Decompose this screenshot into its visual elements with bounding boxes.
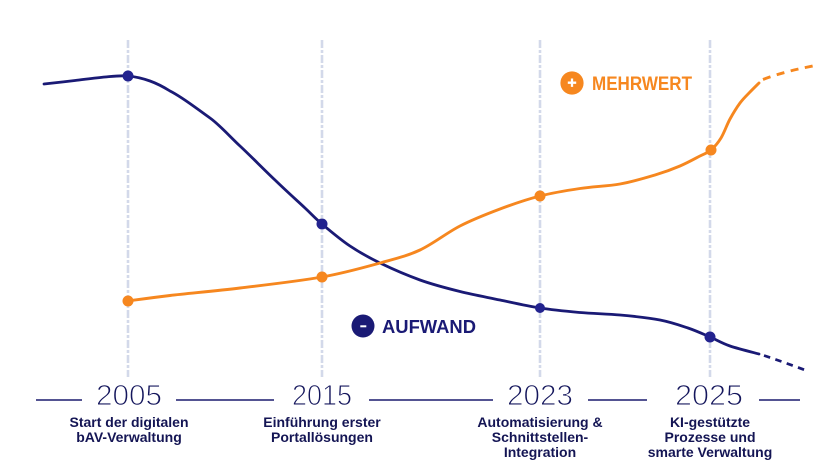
svg-text:2025: 2025 — [675, 380, 743, 412]
svg-text:2015: 2015 — [292, 380, 352, 412]
svg-text:Integration: Integration — [504, 444, 576, 460]
svg-text:Start der digitalen: Start der digitalen — [69, 414, 188, 430]
svg-text:2023: 2023 — [507, 380, 573, 412]
svg-text:AUFWAND: AUFWAND — [382, 317, 476, 337]
svg-text:bAV-Verwaltung: bAV-Verwaltung — [76, 429, 182, 445]
svg-text:Automatisierung &: Automatisierung & — [477, 414, 602, 430]
svg-text:Schnittstellen-: Schnittstellen- — [492, 429, 589, 445]
svg-text:MEHRWERT: MEHRWERT — [592, 74, 692, 95]
svg-text:KI-gestützte: KI-gestützte — [670, 414, 750, 430]
svg-text:Einführung erster: Einführung erster — [263, 414, 381, 430]
svg-text:2005: 2005 — [96, 380, 162, 412]
svg-text:smarte Verwaltung: smarte Verwaltung — [648, 444, 773, 460]
svg-text:Portallösungen: Portallösungen — [271, 429, 373, 445]
svg-text:Prozesse und: Prozesse und — [664, 429, 755, 445]
